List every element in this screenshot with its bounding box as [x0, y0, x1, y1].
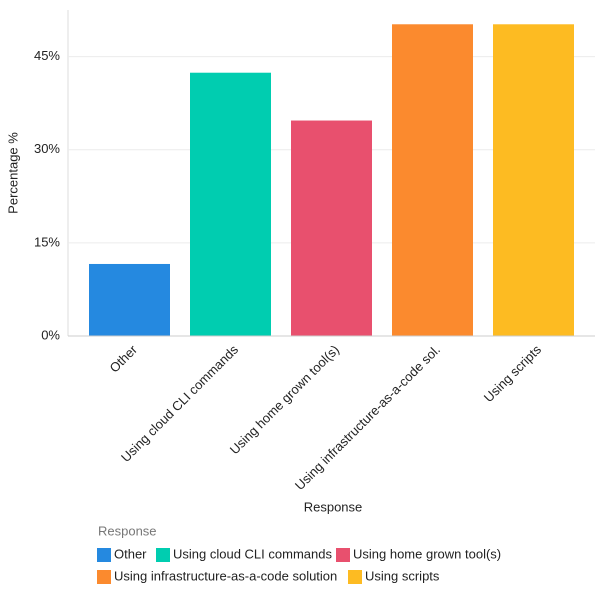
y-axis-label: Percentage %	[5, 132, 20, 214]
bar	[190, 72, 271, 337]
bar	[493, 24, 574, 337]
legend-swatch	[97, 570, 111, 584]
x-tick-label: Using home grown tool(s)	[227, 342, 342, 457]
legend-label: Using home grown tool(s)	[353, 546, 501, 561]
x-axis-label: Response	[304, 499, 363, 514]
y-tick-label: 15%	[34, 234, 60, 249]
bar	[89, 263, 170, 336]
x-tick-label: Using cloud CLI commands	[118, 342, 241, 465]
bar	[392, 24, 473, 337]
legend-title: Response	[98, 523, 157, 538]
legend-swatch	[336, 548, 350, 562]
y-tick-label: 0%	[41, 327, 60, 342]
legend-label: Other	[114, 546, 147, 561]
legend-label: Using cloud CLI commands	[173, 546, 332, 561]
legend-swatch	[156, 548, 170, 562]
legend-label: Using scripts	[365, 568, 440, 583]
y-tick-label: 30%	[34, 141, 60, 156]
bar	[291, 120, 372, 336]
x-tick-label: Using scripts	[481, 342, 545, 406]
legend-swatch	[97, 548, 111, 562]
x-tick-label: Other	[106, 341, 140, 375]
legend-swatch	[348, 570, 362, 584]
y-tick-label: 45%	[34, 48, 60, 63]
legend-label: Using infrastructure-as-a-code solution	[114, 568, 337, 583]
